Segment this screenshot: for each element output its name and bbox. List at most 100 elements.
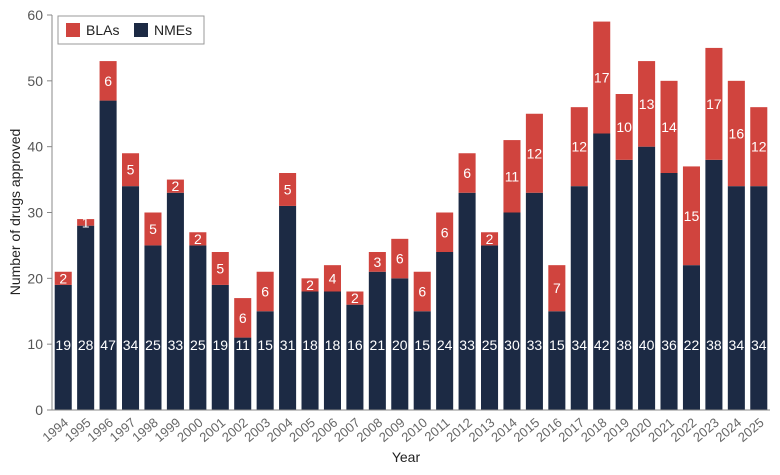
bar-nmes [436, 252, 454, 410]
data-label-nmes: 31 [280, 337, 296, 353]
data-label-nmes: 25 [145, 337, 161, 353]
bar-blas [413, 271, 431, 312]
data-label-blas: 5 [284, 181, 292, 197]
legend-box [57, 15, 205, 45]
bar-nmes [705, 159, 723, 410]
bar-nmes [77, 225, 95, 410]
data-label-nmes: 15 [414, 337, 430, 353]
legend: BLAs NMEs [57, 15, 205, 45]
data-label-nmes: 15 [257, 337, 273, 353]
data-label-blas: 5 [149, 221, 157, 237]
bar-blas [570, 107, 588, 187]
bar-blas [122, 153, 140, 187]
data-label-blas: 4 [329, 270, 337, 286]
bar-nmes [548, 311, 566, 410]
data-label-nmes: 38 [616, 337, 632, 353]
bar-blas [436, 212, 454, 252]
data-label-nmes: 30 [504, 337, 520, 353]
data-label-nmes: 33 [527, 337, 543, 353]
bar-nmes [570, 186, 588, 410]
bar-nmes [368, 271, 386, 410]
data-label-blas: 2 [306, 277, 314, 293]
bar-nmes [144, 245, 162, 410]
data-label-blas: 16 [729, 126, 745, 142]
bar-blas [256, 271, 274, 312]
bar-nmes [660, 173, 678, 410]
bar-blas [750, 107, 768, 187]
bar-nmes [211, 284, 229, 410]
bar-blas [323, 265, 341, 292]
bar-blas [54, 271, 72, 285]
legend-swatch-blas [66, 23, 80, 37]
data-label-nmes: 33 [168, 337, 184, 353]
y-tick-label: 10 [27, 336, 43, 352]
bar-blas [234, 298, 252, 338]
bar-nmes [122, 186, 140, 410]
legend-label-nmes: NMEs [154, 22, 192, 38]
data-label-nmes: 33 [459, 337, 475, 353]
data-label-blas: 17 [706, 96, 722, 112]
bar-nmes [593, 133, 611, 410]
data-label-blas: 12 [527, 145, 543, 161]
bar-nmes [750, 186, 768, 410]
bar-blas [727, 80, 745, 187]
bar-nmes [458, 192, 476, 410]
data-label-blas: 2 [59, 270, 67, 286]
y-tick-label: 0 [35, 402, 43, 418]
y-axis-label: Number of drugs approved [7, 129, 23, 296]
y-tick-label: 60 [27, 7, 43, 23]
y-tick-label: 50 [27, 73, 43, 89]
data-label-nmes: 25 [190, 337, 206, 353]
bar-nmes [234, 337, 252, 410]
bar-blas [458, 153, 476, 193]
bar-nmes [166, 192, 184, 410]
bar-blas [638, 61, 656, 147]
bar-nmes [301, 291, 319, 410]
bars: 1922814763452553322521951161563151821841… [54, 21, 768, 410]
legend-swatch-nmes [134, 23, 148, 37]
bar-blas [279, 173, 297, 206]
data-label-blas: 6 [441, 224, 449, 240]
data-label-blas: 12 [571, 139, 587, 155]
data-label-blas: 2 [351, 290, 359, 306]
bar-blas [615, 94, 633, 160]
data-label-nmes: 42 [594, 337, 610, 353]
data-label-blas: 3 [373, 254, 381, 270]
data-label-blas: 11 [505, 168, 520, 184]
data-label-nmes: 34 [571, 337, 587, 353]
data-label-nmes: 24 [437, 337, 453, 353]
bar-blas [548, 265, 566, 312]
x-tick-label: 2025 [735, 415, 767, 445]
data-label-nmes: 18 [325, 337, 341, 353]
bar-blas [481, 232, 499, 246]
data-label-nmes: 25 [482, 337, 498, 353]
bar-nmes [615, 159, 633, 410]
data-label-nmes: 28 [78, 337, 94, 353]
data-label-blas: 2 [172, 178, 180, 194]
bar-nmes [391, 278, 409, 410]
x-axis: 1994199519961997199819992000200120022003… [39, 409, 770, 445]
data-label-nmes: 40 [639, 337, 655, 353]
data-label-nmes: 38 [706, 337, 722, 353]
bar-nmes [346, 304, 364, 410]
data-label-blas: 6 [104, 73, 112, 89]
data-label-nmes: 34 [123, 337, 139, 353]
bar-nmes [189, 245, 207, 410]
bar-blas [682, 166, 700, 266]
bar-nmes [727, 186, 745, 410]
bar-blas [525, 113, 543, 193]
data-label-blas: 1 [82, 214, 90, 230]
y-tick-label: 30 [27, 205, 43, 221]
y-axis: 0 10 20 30 40 50 60 [27, 7, 53, 418]
data-label-nmes: 19 [212, 337, 228, 353]
bar-nmes [503, 212, 521, 410]
data-label-nmes: 18 [302, 337, 318, 353]
data-label-nmes: 15 [549, 337, 565, 353]
data-label-blas: 6 [261, 284, 269, 300]
data-label-blas: 13 [639, 96, 655, 112]
data-label-nmes: 34 [751, 337, 767, 353]
bar-nmes [99, 100, 117, 410]
data-label-blas: 5 [127, 162, 135, 178]
bar-blas [346, 291, 364, 305]
